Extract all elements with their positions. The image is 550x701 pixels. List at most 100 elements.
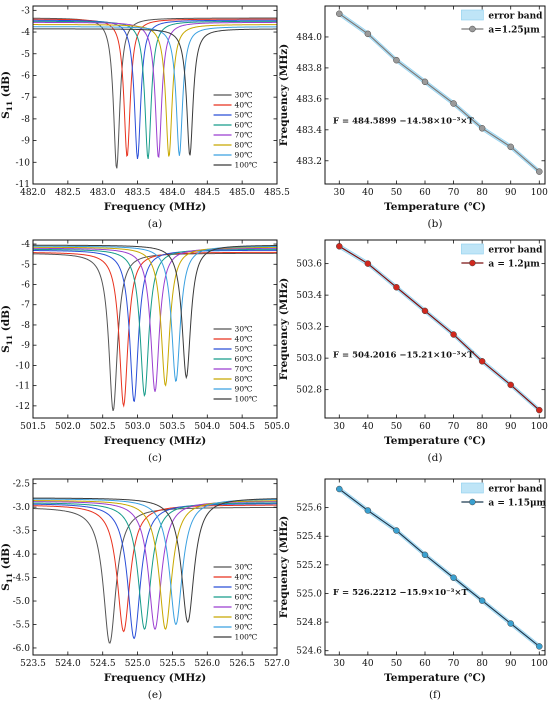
y-tick-label: -10 xyxy=(16,361,31,371)
x-tick-label: 523.5 xyxy=(20,659,46,669)
x-tick-label: 30 xyxy=(334,422,346,432)
x-tick-label: 502.0 xyxy=(55,422,81,432)
y-tick-label: -4 xyxy=(21,240,30,250)
x-tick-label: 50 xyxy=(391,188,403,198)
series-line-6 xyxy=(33,24,277,157)
x-axis-label: Frequency (MHz) xyxy=(104,201,206,213)
series-line-2 xyxy=(33,251,277,408)
x-tick-label: 524.5 xyxy=(90,659,116,669)
x-axis-label: Frequency (MHz) xyxy=(104,435,206,447)
x-tick-label: 90 xyxy=(505,422,517,432)
chart-panel-b: F = 484.5899 −14.58×10⁻³×T error band a=1.… xyxy=(278,5,548,230)
legend-label: 80℃ xyxy=(235,375,253,384)
y-tick-label: -5.5 xyxy=(13,620,31,630)
x-tick-label: 50 xyxy=(391,659,403,669)
legend: error band a = 1.15μm xyxy=(461,482,547,509)
series-line-3 xyxy=(33,19,277,160)
x-tick-label: 100 xyxy=(531,422,548,432)
panel-caption: (a) xyxy=(148,218,162,230)
legend-label: 60℃ xyxy=(235,121,253,130)
x-axis-label: Temperature (℃) xyxy=(384,201,486,213)
x-tick-label: 484.0 xyxy=(160,188,186,198)
series-line-6 xyxy=(33,246,277,387)
x-tick-label: 100 xyxy=(531,659,548,669)
y-tick-label: -2.5 xyxy=(13,480,31,490)
plot-area xyxy=(33,244,277,412)
panel-caption: (e) xyxy=(148,689,162,701)
y-tick-label: 483.2 xyxy=(296,157,322,167)
legend-label: 50℃ xyxy=(235,345,253,354)
legend-label: 30℃ xyxy=(235,563,253,572)
y-tick-label: -5.0 xyxy=(13,597,31,607)
plot-area xyxy=(33,497,277,644)
legend-label: 80℃ xyxy=(235,141,253,150)
data-point xyxy=(478,597,486,604)
y-tick-label: 525.6 xyxy=(296,504,322,514)
y-tick-label: -3 xyxy=(21,6,30,16)
series-line-1 xyxy=(33,252,277,412)
y-tick-label: -8 xyxy=(21,321,30,331)
series-line-2 xyxy=(33,18,277,157)
axes-frame xyxy=(32,478,278,656)
series-line-8 xyxy=(33,497,277,624)
x-tick-label: 30 xyxy=(334,188,346,198)
data-point xyxy=(450,100,457,107)
y-tick-label: 503.6 xyxy=(296,260,322,270)
y-tick-label: -3.0 xyxy=(13,503,31,513)
legend-label: 40℃ xyxy=(235,573,253,582)
y-tick-label: -8 xyxy=(21,115,30,125)
y-tick-label: 503.4 xyxy=(296,291,322,301)
legend-label: 70℃ xyxy=(235,131,253,140)
y-tick-label: 525.4 xyxy=(296,532,322,542)
legend-label: 90℃ xyxy=(235,385,253,394)
series-line-4 xyxy=(33,248,277,397)
x-tick-label: 40 xyxy=(362,659,374,669)
y-axis-label: Frequency (MHz) xyxy=(278,44,290,146)
x-tick-label: 60 xyxy=(419,659,431,669)
y-tick-label: 524.6 xyxy=(296,647,322,657)
data-point xyxy=(393,527,400,534)
fit-equation: F = 484.5899 −14.58×10⁻³×T xyxy=(333,116,474,126)
data-point xyxy=(421,307,429,315)
y-axis-label: Frequency (MHz) xyxy=(278,278,290,380)
panel-caption: (f) xyxy=(429,689,441,701)
legend-points-label: a = 1.2μm xyxy=(488,260,540,270)
series-line-3 xyxy=(33,249,277,403)
fit-equation: F = 526.2212 −15.9×10⁻³×T xyxy=(333,588,469,598)
legend-label: 100℃ xyxy=(235,161,258,170)
x-tick-label: 525.0 xyxy=(125,659,151,669)
legend-band-label: error band xyxy=(488,246,543,256)
data-point xyxy=(536,168,543,175)
y-axis-label: S11 (dB) xyxy=(0,305,14,353)
axes-frame xyxy=(324,478,546,656)
x-tick-label: 503.0 xyxy=(125,422,151,432)
series-line-1 xyxy=(33,17,277,169)
data-point xyxy=(421,78,429,86)
legend-label: 60℃ xyxy=(235,593,253,602)
fit-line xyxy=(338,245,540,411)
y-tick-label: -12 xyxy=(16,402,31,412)
chart-panel-d: F = 504.2016 −15.21×10⁻³×T error band a = … xyxy=(278,239,548,464)
data-point xyxy=(478,125,486,132)
axes-frame xyxy=(324,5,546,185)
x-tick-label: 525.5 xyxy=(160,659,186,669)
data-point xyxy=(364,507,372,514)
y-tick-label: 503.2 xyxy=(296,323,322,333)
x-tick-label: 482.0 xyxy=(20,188,46,198)
y-tick-label: 483.8 xyxy=(296,64,322,74)
series-line-5 xyxy=(33,247,277,392)
y-tick-label: -7 xyxy=(21,93,30,103)
x-tick-label: 60 xyxy=(419,188,431,198)
series-line-6 xyxy=(33,500,277,630)
x-tick-label: 504.0 xyxy=(194,422,220,432)
y-tick-label: -7 xyxy=(21,301,30,311)
axes-frame xyxy=(32,239,278,419)
legend-label: 90℃ xyxy=(235,623,253,632)
series-line-2 xyxy=(33,504,277,633)
legend-points-label: a=1.25μm xyxy=(488,26,540,36)
data-point xyxy=(336,10,343,17)
x-tick-label: 526.0 xyxy=(194,659,220,669)
